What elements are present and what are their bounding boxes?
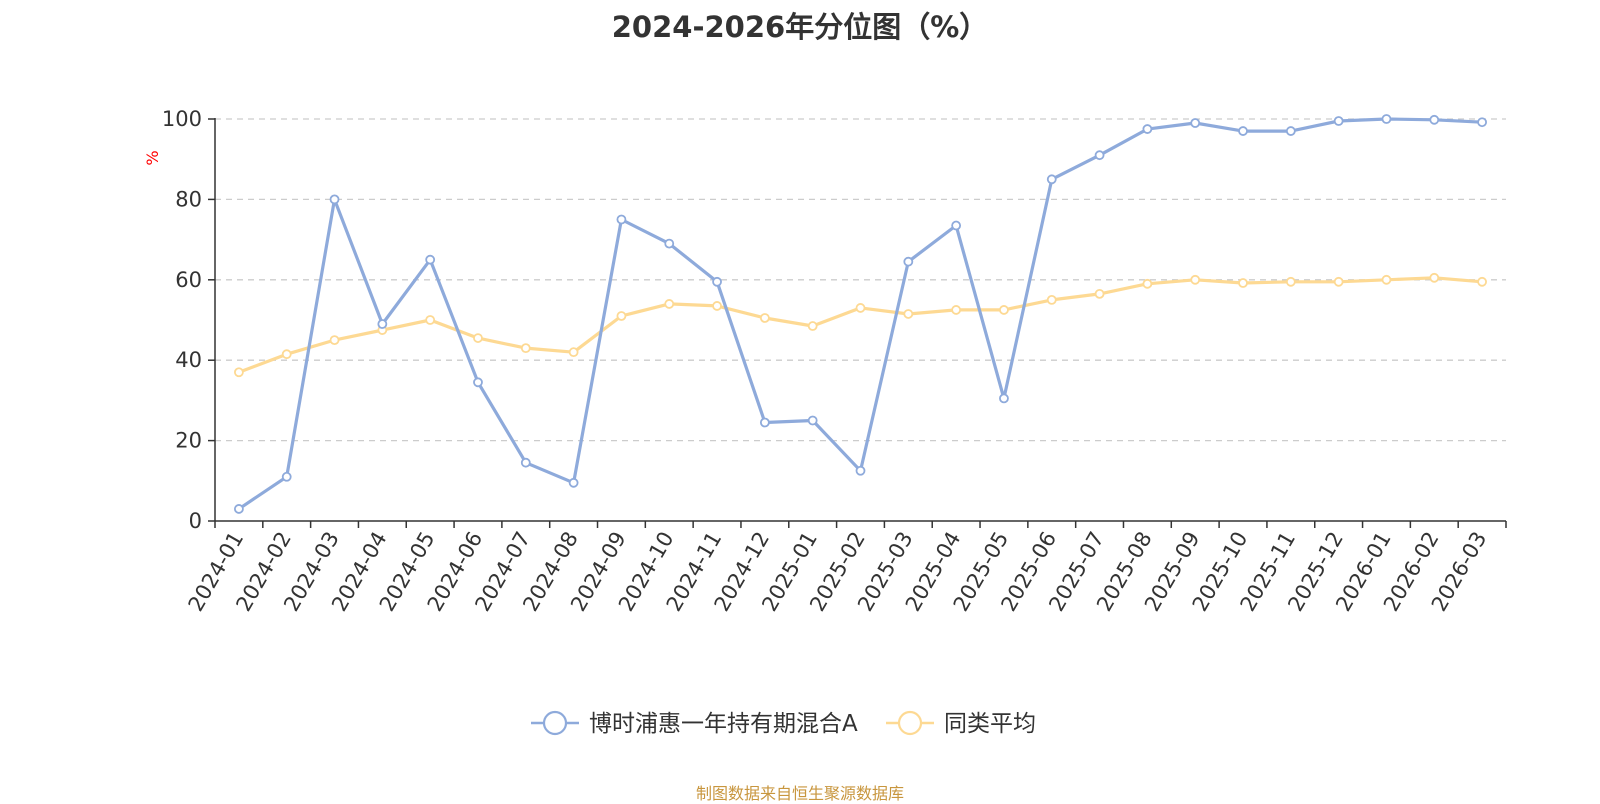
data-point[interactable] — [1477, 117, 1487, 128]
legend: 博时浦惠一年持有期混合A 同类平均 — [531, 710, 1036, 737]
y-tick-label: 80 — [175, 187, 202, 211]
data-point[interactable] — [473, 377, 483, 388]
data-point[interactable] — [1094, 150, 1105, 161]
data-point[interactable] — [951, 220, 962, 231]
chart-title: 2024-2026年分位图（%） — [611, 10, 989, 44]
data-point[interactable] — [951, 305, 962, 315]
data-point[interactable] — [1333, 276, 1344, 287]
data-point[interactable] — [473, 333, 483, 343]
legend-marker-icon — [542, 710, 568, 736]
axes: 020406080100%2024-012024-022024-032024-0… — [143, 107, 1507, 615]
data-point[interactable] — [425, 254, 436, 265]
data-point[interactable] — [616, 214, 627, 225]
data-point[interactable] — [1190, 118, 1201, 128]
y-tick-label: 100 — [162, 107, 202, 131]
data-point[interactable] — [759, 417, 770, 428]
y-tick-label: 60 — [175, 268, 202, 292]
data-point[interactable] — [712, 301, 722, 311]
data-point[interactable] — [1429, 114, 1440, 125]
data-point[interactable] — [664, 238, 675, 249]
data-point[interactable] — [377, 319, 388, 329]
data-point[interactable] — [1238, 278, 1248, 288]
legend-item-primary[interactable]: 博时浦惠一年持有期混合A — [531, 710, 858, 737]
data-point[interactable] — [281, 471, 292, 482]
data-point[interactable] — [1094, 288, 1105, 299]
data-point[interactable] — [1381, 274, 1392, 285]
data-point[interactable] — [664, 299, 675, 309]
data-point[interactable] — [712, 276, 722, 287]
data-point[interactable] — [999, 305, 1009, 315]
legend-label: 博时浦惠一年持有期混合A — [589, 711, 858, 737]
data-point[interactable] — [1142, 124, 1153, 134]
data-point[interactable] — [855, 465, 866, 476]
legend-label: 同类平均 — [944, 711, 1036, 737]
data-point[interactable] — [1477, 276, 1487, 287]
data-point[interactable] — [1046, 294, 1057, 305]
data-point[interactable] — [903, 309, 914, 319]
data-point[interactable] — [329, 194, 340, 205]
data-point[interactable] — [1429, 272, 1440, 283]
data-point[interactable] — [234, 367, 244, 378]
series-line — [238, 276, 1483, 374]
data-source-note: 制图数据来自恒生聚源数据库 — [695, 784, 904, 803]
data-point[interactable] — [855, 303, 866, 313]
y-tick-label: 0 — [189, 509, 202, 533]
series-category-average — [234, 272, 1487, 378]
data-point[interactable] — [1190, 274, 1201, 285]
data-point[interactable] — [903, 256, 914, 267]
data-point[interactable] — [999, 393, 1009, 404]
data-point[interactable] — [520, 343, 531, 354]
y-tick-label: 40 — [175, 348, 202, 372]
data-point[interactable] — [1381, 114, 1392, 124]
legend-marker-icon — [897, 710, 923, 736]
series-primary — [234, 114, 1487, 514]
grid-lines — [215, 118, 1506, 442]
series-lines — [234, 114, 1487, 514]
data-point[interactable] — [1046, 174, 1057, 185]
legend-item-category-average[interactable]: 同类平均 — [886, 710, 1036, 737]
data-point[interactable] — [234, 504, 244, 514]
y-axis-label: % — [143, 150, 162, 165]
data-point[interactable] — [807, 415, 818, 426]
data-point[interactable] — [1285, 276, 1296, 287]
series-line — [238, 117, 1483, 511]
data-point[interactable] — [425, 315, 436, 325]
data-point[interactable] — [568, 347, 579, 358]
data-point[interactable] — [1333, 116, 1344, 126]
data-point[interactable] — [520, 457, 531, 468]
data-point[interactable] — [616, 311, 627, 321]
data-point[interactable] — [759, 313, 770, 323]
data-point[interactable] — [329, 335, 340, 346]
data-point[interactable] — [281, 349, 292, 360]
data-point[interactable] — [807, 321, 818, 331]
data-point[interactable] — [1285, 126, 1296, 136]
data-point[interactable] — [568, 477, 579, 488]
data-point[interactable] — [1238, 126, 1248, 136]
data-point[interactable] — [1142, 278, 1153, 289]
y-tick-label: 20 — [175, 429, 202, 453]
